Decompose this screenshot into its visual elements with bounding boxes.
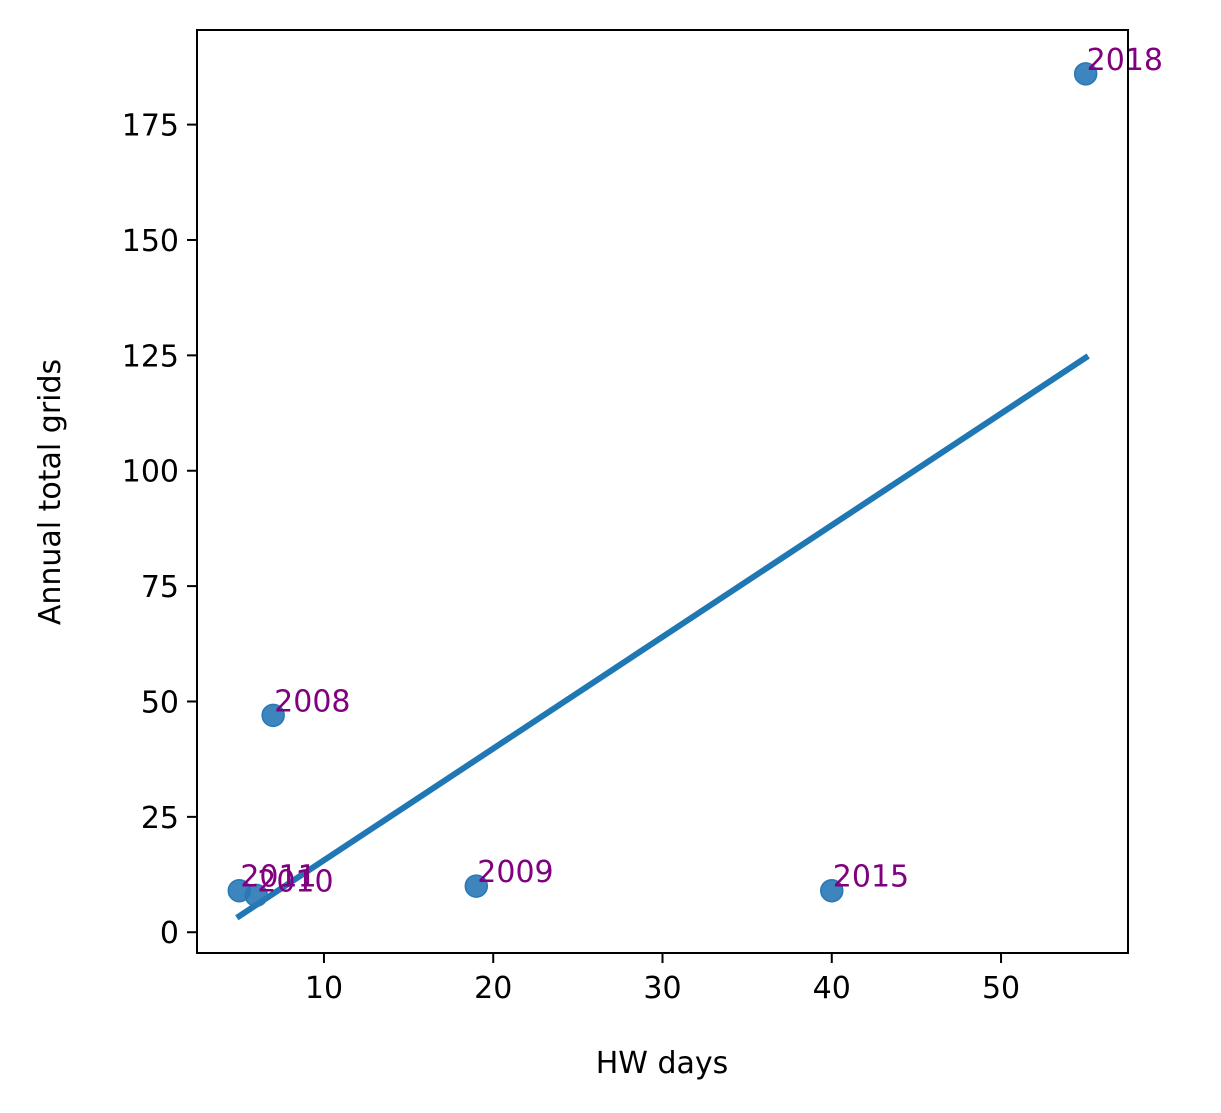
data-point-2008 xyxy=(261,703,285,728)
point-label-2011: 2011 xyxy=(240,860,316,895)
point-label-2015: 2015 xyxy=(833,860,909,895)
x-tick-label-50: 50 xyxy=(982,971,1020,1006)
y-tick-label-0: 0 xyxy=(160,916,179,951)
x-tick-label-30: 30 xyxy=(643,971,681,1006)
y-tick-label-150: 150 xyxy=(122,224,179,259)
point-label-2010: 2010 xyxy=(257,864,333,899)
axes-layer: 10 20 30 40 50 0 25 50 75 100 125 150 175 xyxy=(122,29,1129,1006)
fit-line xyxy=(235,353,1090,921)
y-tick-label-50: 50 xyxy=(141,685,179,720)
y-tick-label-25: 25 xyxy=(141,801,179,836)
data-point-2015 xyxy=(820,878,844,903)
x-tick-label-10: 10 xyxy=(305,971,343,1006)
point-label-2008: 2008 xyxy=(274,684,350,719)
y-axis-title: Annual total grids xyxy=(33,359,68,625)
x-axis-title: HW days xyxy=(596,1046,729,1081)
data-point-2011 xyxy=(227,878,252,903)
x-tick-label-40: 40 xyxy=(813,971,851,1006)
plot-frame xyxy=(196,29,1129,954)
point-label-2009: 2009 xyxy=(477,855,553,890)
data-point-2018 xyxy=(1073,62,1098,86)
y-tick-label-175: 175 xyxy=(122,109,179,144)
y-tick-label-125: 125 xyxy=(122,339,179,374)
point-label-2018: 2018 xyxy=(1087,43,1163,78)
data-point-2009 xyxy=(464,874,489,898)
x-tick-label-20: 20 xyxy=(474,971,512,1006)
y-tick-label-75: 75 xyxy=(141,570,179,605)
y-tick-label-100: 100 xyxy=(122,455,179,490)
